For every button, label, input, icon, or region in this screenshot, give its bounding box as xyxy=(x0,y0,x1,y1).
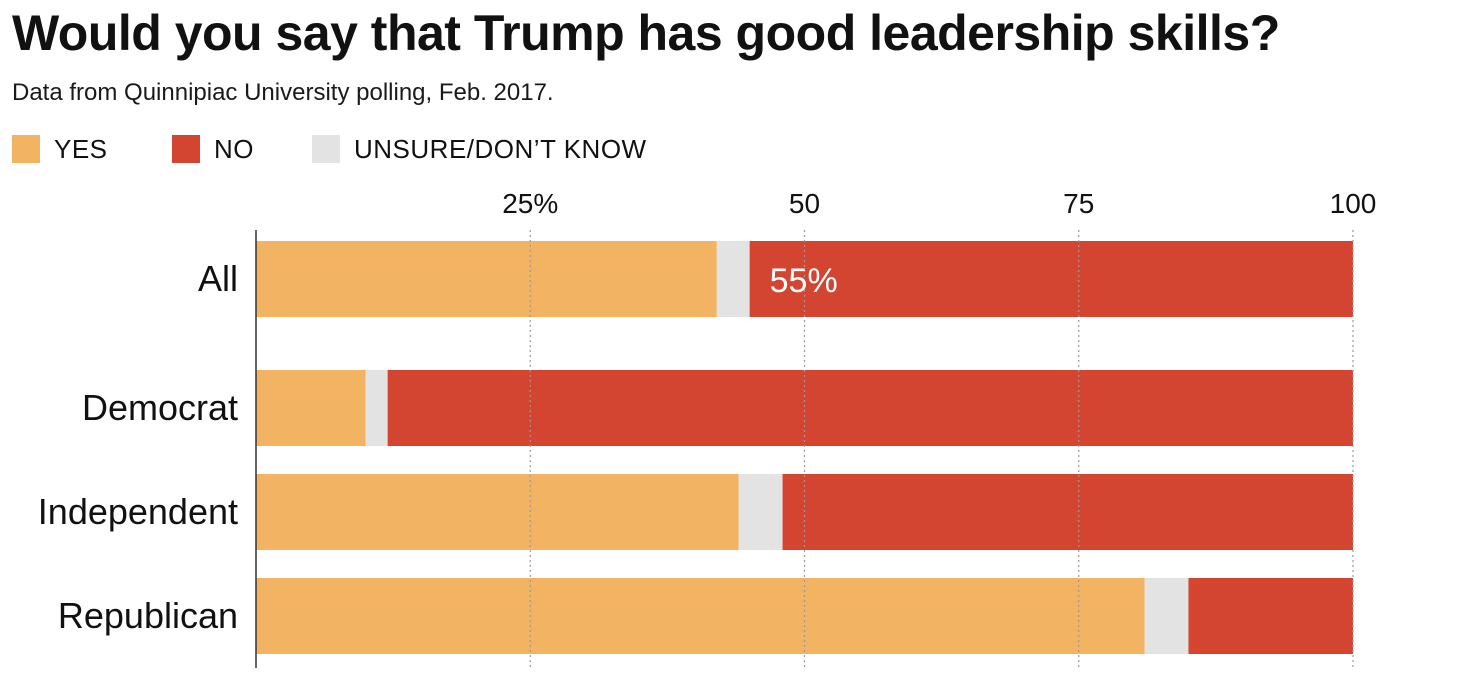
category-label-all: All xyxy=(198,258,238,299)
x-tick-label-50: 50 xyxy=(789,188,820,219)
legend: YES NO UNSURE/DON’T KNOW xyxy=(12,133,697,165)
bar-democrat-yes xyxy=(256,370,366,446)
bar-all-yes xyxy=(256,241,717,317)
bar-independent-yes xyxy=(256,474,739,550)
bar-democrat-no xyxy=(387,370,1353,446)
x-tick-label-25: 25% xyxy=(502,188,558,219)
x-tick-label-100: 100 xyxy=(1330,188,1377,219)
x-tick-label-75: 75 xyxy=(1063,188,1094,219)
chart-title: Would you say that Trump has good leader… xyxy=(12,5,1280,61)
legend-swatch-yes xyxy=(12,135,40,163)
bar-republican-unsure-don-t-know xyxy=(1144,578,1189,654)
legend-label-no: NO xyxy=(214,134,254,164)
category-label-independent: Independent xyxy=(38,491,238,532)
bar-democrat-unsure-don-t-know xyxy=(365,370,388,446)
legend-label-yes: YES xyxy=(54,134,108,164)
legend-item-yes: YES xyxy=(12,134,122,164)
legend-swatch-no xyxy=(172,135,200,163)
legend-swatch-unsure xyxy=(312,135,340,163)
legend-item-no: NO xyxy=(172,134,262,164)
data-label-all-no: 55% xyxy=(770,262,838,300)
category-label-republican: Republican xyxy=(58,595,238,636)
bar-republican-yes xyxy=(256,578,1145,654)
chart-subtitle: Data from Quinnipiac University polling,… xyxy=(12,79,554,106)
bar-independent-no xyxy=(782,474,1353,550)
category-label-democrat: Democrat xyxy=(82,387,238,428)
legend-item-unsure: UNSURE/DON’T KNOW xyxy=(312,134,647,164)
bar-all-unsure-don-t-know xyxy=(716,241,750,317)
bar-independent-unsure-don-t-know xyxy=(738,474,783,550)
legend-label-unsure: UNSURE/DON’T KNOW xyxy=(354,134,647,164)
bar-all-no xyxy=(749,241,1353,317)
stacked-bar-chart: 25% 50 75 100 All Democrat Independent Republic… xyxy=(38,188,1377,668)
bar-republican-no xyxy=(1188,578,1353,654)
